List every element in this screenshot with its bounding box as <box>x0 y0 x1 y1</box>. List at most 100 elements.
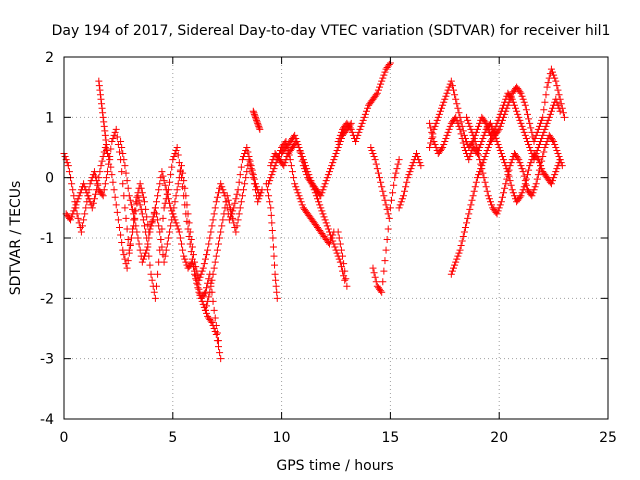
data-point <box>479 169 487 177</box>
data-point <box>457 242 465 250</box>
data-point <box>370 269 378 277</box>
data-point <box>297 153 305 161</box>
data-point <box>369 150 377 158</box>
data-point <box>377 287 385 295</box>
data-point <box>466 153 474 161</box>
data-point <box>550 71 558 79</box>
data-point <box>377 178 385 186</box>
data-point <box>157 236 165 244</box>
data-point <box>191 258 199 266</box>
data-point <box>433 116 441 124</box>
data-point <box>361 110 369 118</box>
data-point <box>427 124 435 132</box>
data-point <box>532 180 540 188</box>
data-point <box>445 125 453 133</box>
data-point <box>133 228 141 236</box>
data-point <box>406 168 414 176</box>
data-point <box>217 228 225 236</box>
data-point <box>455 249 463 257</box>
data-point <box>211 204 219 212</box>
data-point <box>232 228 240 236</box>
data-point <box>463 219 471 227</box>
data-point <box>61 153 69 161</box>
data-point <box>500 113 508 121</box>
data-point <box>335 134 343 142</box>
data-point <box>132 198 140 206</box>
data-point <box>451 261 459 269</box>
data-point <box>243 168 251 176</box>
data-point <box>144 240 152 248</box>
data-point <box>389 189 397 197</box>
data-point <box>136 201 144 209</box>
data-point <box>372 160 380 168</box>
data-point <box>320 213 328 221</box>
data-point <box>333 147 341 155</box>
data-point <box>397 198 405 206</box>
chart-title: Day 194 of 2017, Sidereal Day-to-day VTE… <box>52 23 611 39</box>
data-point <box>69 210 77 218</box>
data-point <box>432 144 440 151</box>
data-point <box>231 199 239 207</box>
data-point <box>481 118 489 126</box>
data-point <box>470 187 478 195</box>
data-point <box>454 104 462 112</box>
data-point <box>453 116 461 124</box>
data-point <box>335 234 343 242</box>
data-point <box>292 183 300 191</box>
data-point <box>303 171 311 179</box>
data-point <box>503 104 511 112</box>
data-point <box>529 189 537 197</box>
data-point <box>171 150 179 158</box>
data-point <box>380 192 388 200</box>
x-tick-label: 15 <box>381 430 399 446</box>
data-point <box>342 275 350 283</box>
data-point <box>341 276 349 284</box>
data-point <box>110 186 118 194</box>
data-point <box>454 252 462 260</box>
data-point <box>516 193 524 201</box>
data-point <box>210 264 218 272</box>
data-point <box>464 214 472 222</box>
data-point <box>456 246 464 254</box>
data-point <box>556 95 564 103</box>
data-point <box>151 294 159 302</box>
data-point <box>440 140 448 148</box>
data-point <box>73 198 81 206</box>
data-point <box>541 125 549 133</box>
data-point <box>458 134 466 142</box>
data-point <box>547 107 555 115</box>
data-point <box>523 137 531 145</box>
data-point <box>334 144 342 151</box>
data-point <box>431 140 439 148</box>
data-point <box>533 147 541 155</box>
data-point <box>266 198 274 206</box>
data-point <box>200 290 208 298</box>
data-point <box>516 159 524 167</box>
data-point <box>505 98 513 106</box>
data-point <box>331 243 339 251</box>
data-point <box>171 198 179 206</box>
data-point <box>540 106 548 114</box>
data-point <box>384 225 392 233</box>
data-point <box>497 198 505 206</box>
data-point <box>100 186 108 194</box>
data-point <box>526 144 534 151</box>
data-point <box>461 147 469 155</box>
data-point <box>441 95 449 103</box>
data-point <box>520 98 528 106</box>
data-point <box>98 190 106 198</box>
data-point <box>549 136 557 144</box>
data-point <box>145 234 153 242</box>
data-point <box>296 195 304 203</box>
data-point <box>156 180 164 188</box>
data-point <box>333 249 341 257</box>
data-point <box>172 219 180 227</box>
data-point <box>182 192 190 200</box>
data-point <box>486 119 494 127</box>
data-point <box>459 232 467 240</box>
data-point <box>154 216 162 224</box>
data-point <box>378 77 386 85</box>
data-point <box>181 184 189 192</box>
data-point <box>125 192 133 200</box>
data-point <box>329 159 337 167</box>
